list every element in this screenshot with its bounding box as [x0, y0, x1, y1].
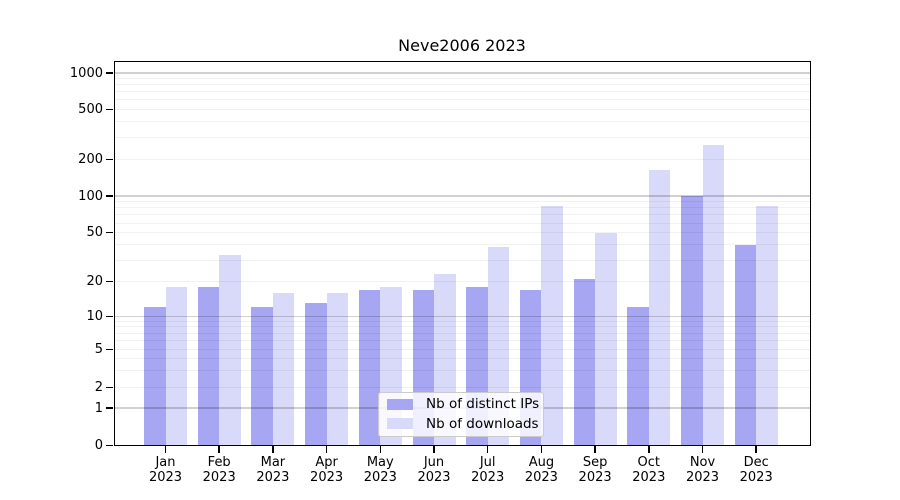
x-tick-month: Apr — [315, 454, 338, 470]
y-tick-label: 2 — [94, 379, 103, 395]
y-tick-label: 1000 — [69, 65, 103, 81]
legend-swatch-downloads — [387, 418, 413, 430]
y-tick-label: 1 — [94, 400, 103, 416]
x-tick-month: May — [366, 454, 394, 470]
x-tick-year: 2023 — [310, 469, 344, 485]
x-tick-label: Oct 2023 — [619, 455, 679, 485]
legend: Nb of distinct IPs Nb of downloads — [378, 391, 544, 437]
x-tick — [218, 446, 220, 453]
y-tick-label: 0 — [94, 438, 103, 453]
x-tick-label: Aug 2023 — [511, 455, 571, 485]
y-tick — [106, 108, 113, 111]
legend-label-distinct-ips: Nb of distinct IPs — [426, 396, 540, 413]
x-tick — [648, 446, 650, 453]
x-tick-label: May 2023 — [350, 455, 410, 485]
legend-item-downloads: Nb of downloads — [379, 416, 543, 432]
x-tick — [486, 446, 489, 453]
x-tick-year: 2023 — [256, 469, 290, 485]
x-tick-label: Sep 2023 — [565, 455, 625, 485]
x-tick — [379, 446, 382, 453]
y-tick — [106, 72, 113, 74]
y-tick — [106, 444, 113, 447]
x-tick-month: Sep — [582, 454, 608, 470]
x-tick-label: Feb 2023 — [189, 455, 249, 485]
y-tick — [106, 195, 113, 197]
y-tick — [106, 158, 113, 161]
x-tick — [433, 446, 435, 453]
x-tick-year: 2023 — [632, 469, 666, 485]
y-tick-label: 50 — [86, 225, 103, 241]
x-tick-year: 2023 — [363, 469, 397, 485]
x-tick-year: 2023 — [417, 469, 451, 485]
y-tick — [106, 315, 113, 318]
y-tick-label: 100 — [78, 188, 103, 204]
x-tick-year: 2023 — [739, 469, 773, 485]
x-tick — [272, 446, 274, 453]
x-tick-label: Jun 2023 — [404, 455, 464, 485]
x-tick-year: 2023 — [202, 469, 236, 485]
y-tick-label: 10 — [86, 308, 103, 324]
x-tick-month: Jan — [155, 454, 176, 470]
x-tick-year: 2023 — [578, 469, 612, 485]
x-tick — [594, 446, 596, 453]
y-tick — [106, 348, 113, 351]
x-tick-year: 2023 — [471, 469, 505, 485]
x-tick — [755, 446, 757, 453]
x-tick-month: Dec — [743, 454, 769, 470]
x-tick-label: Jul 2023 — [458, 455, 518, 485]
x-tick — [164, 446, 167, 453]
chart-title: Neve2006 2023 — [398, 36, 526, 55]
x-tick — [325, 446, 328, 453]
x-tick-label: Dec 2023 — [726, 455, 786, 485]
x-tick-month: Nov — [689, 454, 716, 470]
x-tick-month: Feb — [207, 454, 231, 470]
x-tick-year: 2023 — [148, 469, 183, 485]
x-tick-month: Mar — [260, 454, 286, 470]
x-tick-month: Aug — [528, 454, 555, 470]
x-tick-month: Jul — [479, 454, 496, 470]
y-tick — [106, 386, 113, 389]
y-tick-label: 20 — [86, 274, 103, 290]
x-tick — [540, 446, 543, 453]
x-tick-label: Jan 2023 — [136, 455, 196, 485]
legend-label-downloads: Nb of downloads — [426, 415, 539, 432]
legend-swatch-distinct-ips — [387, 398, 413, 410]
x-tick-year: 2023 — [685, 469, 720, 485]
x-tick-year: 2023 — [524, 469, 558, 485]
x-tick-label: Nov 2023 — [673, 455, 733, 485]
y-tick-label: 500 — [78, 101, 103, 117]
x-tick — [701, 446, 704, 453]
y-tick — [106, 407, 113, 409]
x-tick-label: Apr 2023 — [297, 455, 357, 485]
plot-border — [113, 61, 811, 446]
y-tick — [106, 231, 113, 234]
x-tick-month: Jun — [423, 454, 445, 470]
y-tick-label: 200 — [78, 151, 103, 167]
x-tick-label: Mar 2023 — [243, 455, 303, 485]
legend-item-distinct-ips: Nb of distinct IPs — [379, 396, 543, 412]
x-tick-month: Oct — [637, 454, 661, 470]
y-tick — [106, 280, 113, 283]
y-tick-label: 5 — [94, 341, 103, 357]
